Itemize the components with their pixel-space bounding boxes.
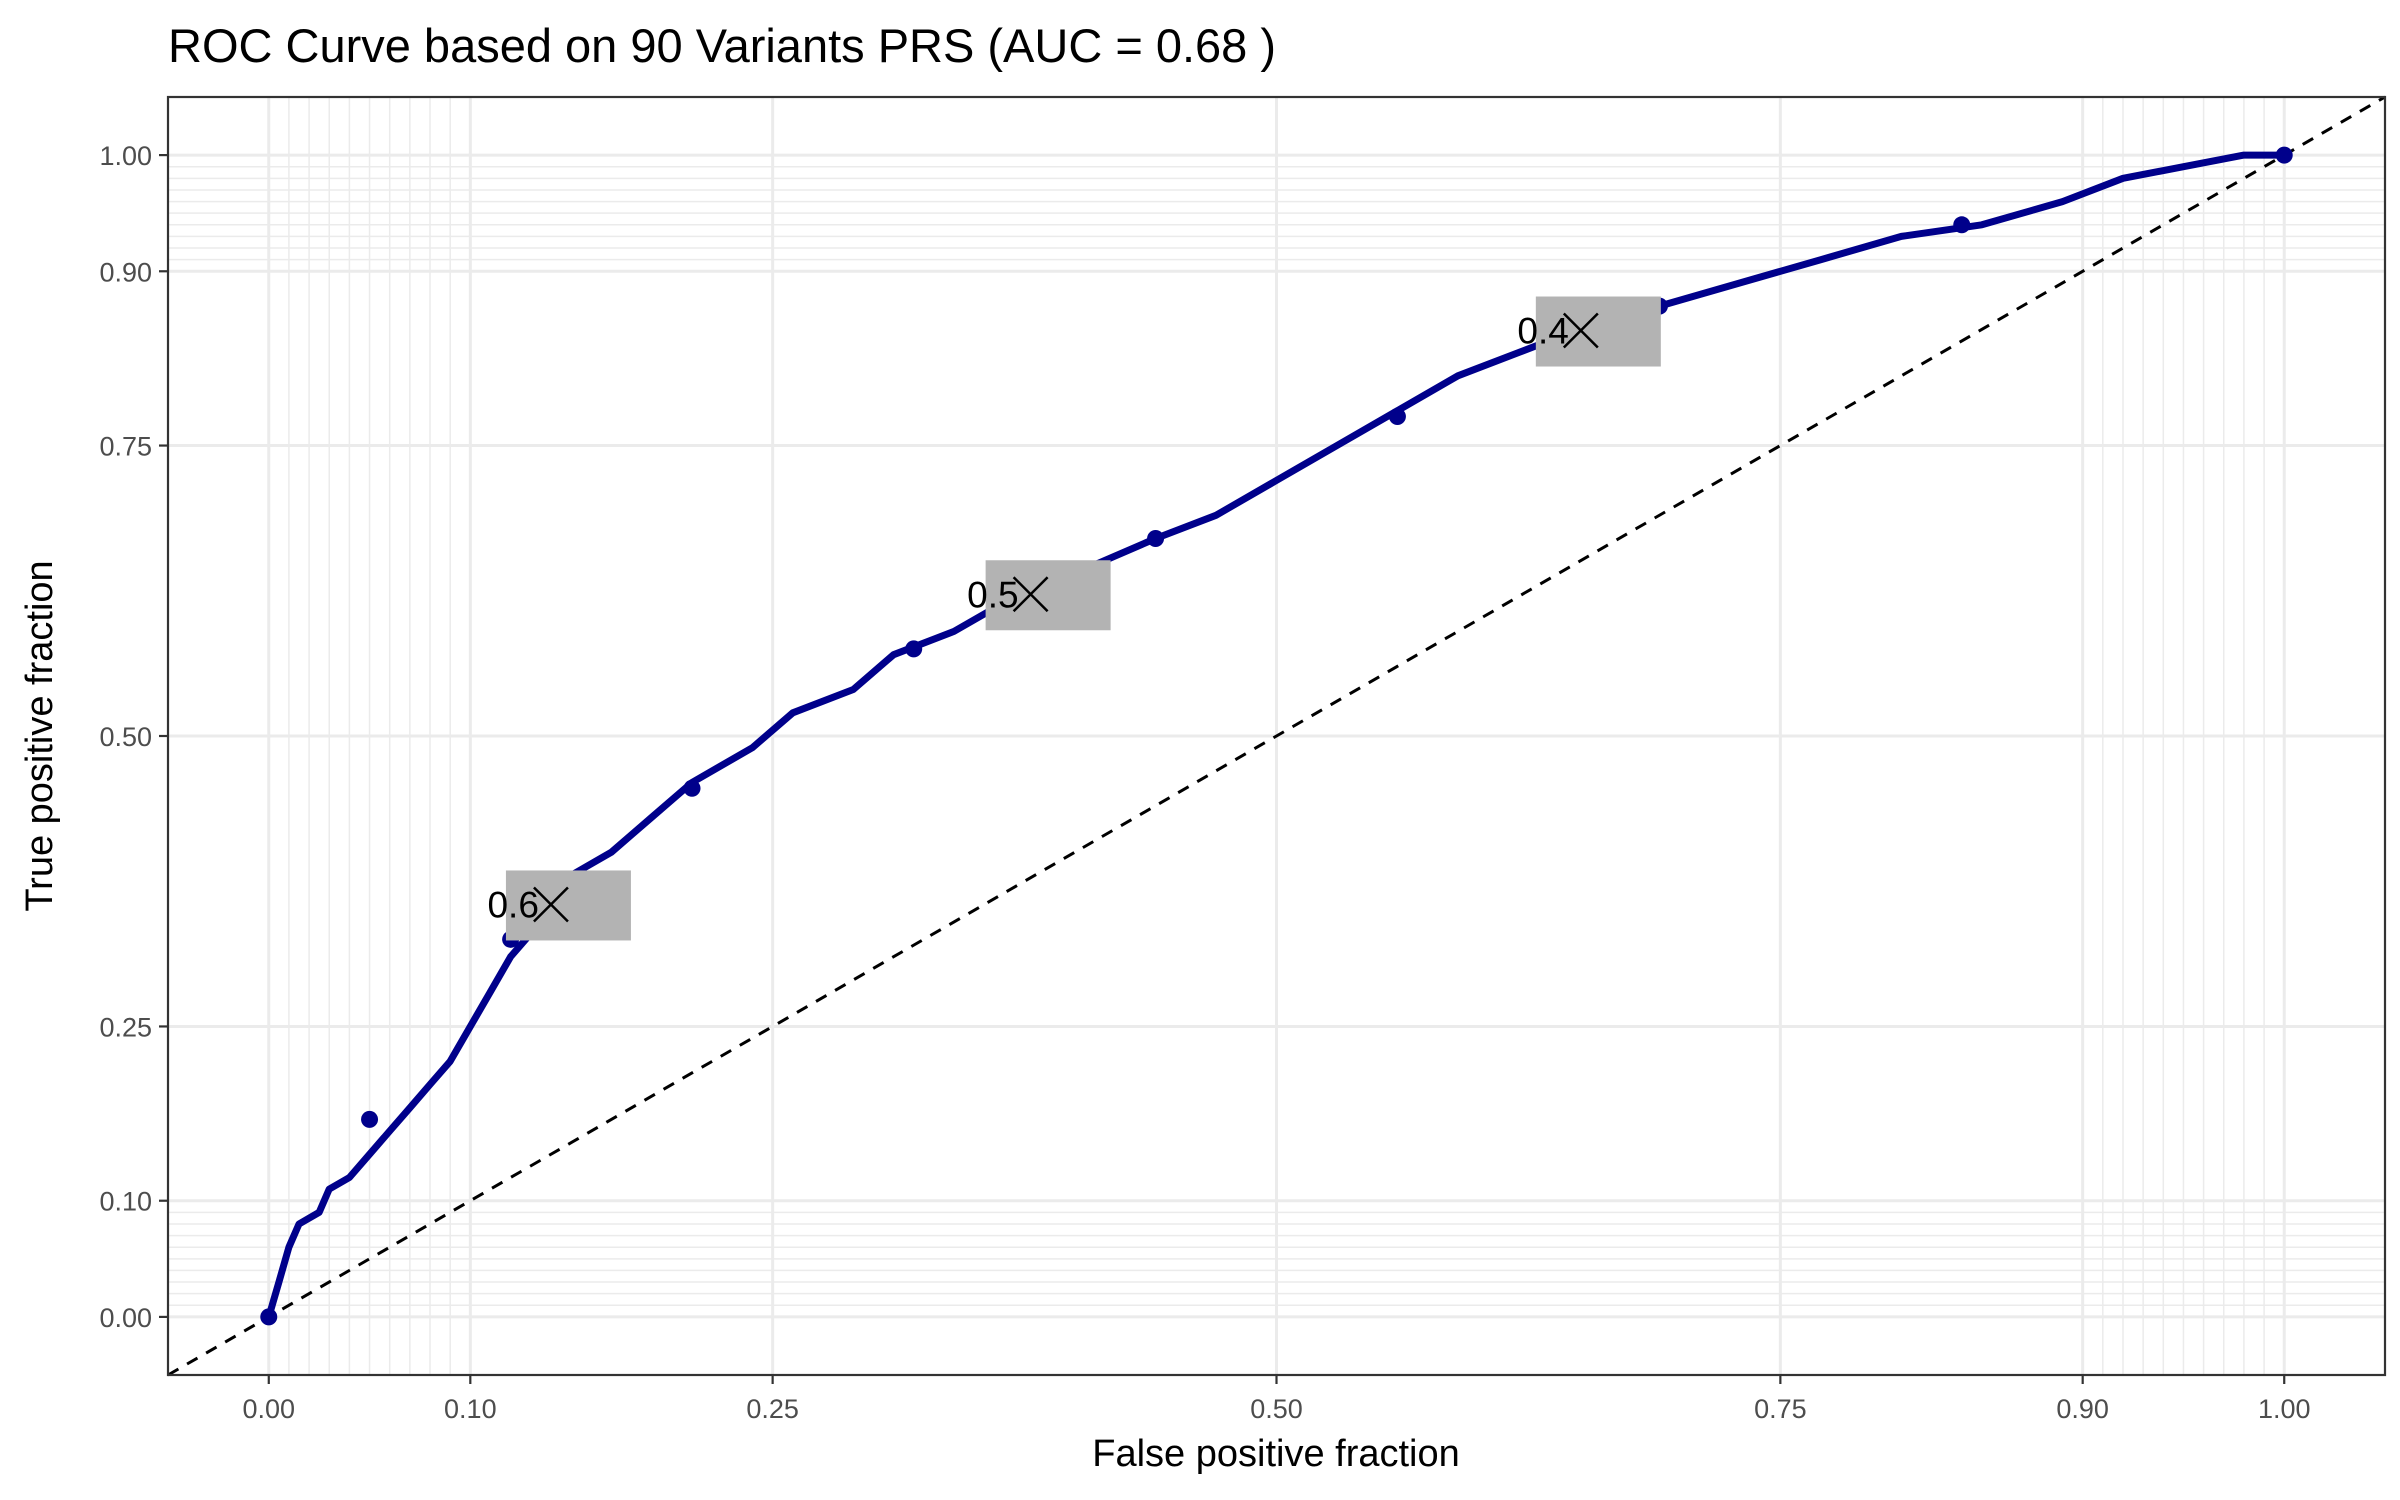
x-tick-label: 0.75 [1754, 1394, 1807, 1424]
y-axis-title: True positive fraction [19, 560, 61, 911]
cutoff-marker [1012, 576, 1049, 613]
curve-point [2275, 146, 2293, 164]
y-tick-label: 0.25 [99, 1012, 152, 1042]
reference-diagonal [167, 95, 2386, 1377]
x-axis-title: False positive fraction [1092, 1433, 1460, 1475]
roc-curve-line [265, 151, 2285, 1318]
cutoff-label: 0.4 [1517, 311, 1568, 352]
curve-point [683, 779, 701, 797]
cutoff-box [1535, 296, 1661, 367]
x-axis: 0.00 0.10 0.25 0.50 0.75 0.90 1.00 [242, 1375, 2311, 1424]
cutoff-0.5: 0.5 [967, 560, 1111, 631]
x-tick-label: 0.10 [444, 1394, 497, 1424]
curve-point [1147, 529, 1165, 547]
x-tick-label: 0.25 [746, 1394, 799, 1424]
cutoff-labels: 0.6 0.5 0.4 [487, 296, 1661, 941]
cutoff-label: 0.5 [967, 574, 1018, 615]
y-tick-label: 0.90 [99, 257, 152, 287]
roc-curve [265, 151, 2285, 1318]
x-tick-label: 0.00 [242, 1394, 295, 1424]
x-tick-label: 1.00 [2258, 1394, 2311, 1424]
y-tick-label: 1.00 [99, 141, 152, 171]
chart-title: ROC Curve based on 90 Variants PRS (AUC … [168, 19, 1276, 72]
y-tick-label: 0.00 [99, 1303, 152, 1333]
x-tick-label: 0.50 [1250, 1394, 1303, 1424]
cutoff-box [985, 560, 1111, 631]
y-tick-label: 0.75 [99, 432, 152, 462]
major-grid [168, 97, 2385, 1375]
diagonal-line [167, 95, 2386, 1377]
curve-point [1953, 216, 1971, 234]
cutoff-marker [1562, 312, 1599, 349]
cutoff-0.4: 0.4 [1517, 296, 1661, 367]
curve-point [1388, 408, 1406, 425]
cutoff-box [505, 870, 631, 941]
curve-points [260, 146, 2293, 1326]
curve-point [905, 640, 923, 658]
cutoff-marker [533, 886, 569, 923]
y-tick-label: 0.10 [99, 1187, 152, 1217]
cutoff-label: 0.6 [487, 884, 538, 925]
y-tick-label: 0.50 [99, 722, 152, 752]
cutoff-0.6: 0.6 [487, 870, 631, 941]
curve-point [361, 1110, 379, 1128]
curve-point [260, 1308, 278, 1326]
y-axis: 0.00 0.10 0.25 0.50 0.75 0.90 1.00 [99, 141, 168, 1333]
x-tick-label: 0.90 [2056, 1394, 2109, 1424]
